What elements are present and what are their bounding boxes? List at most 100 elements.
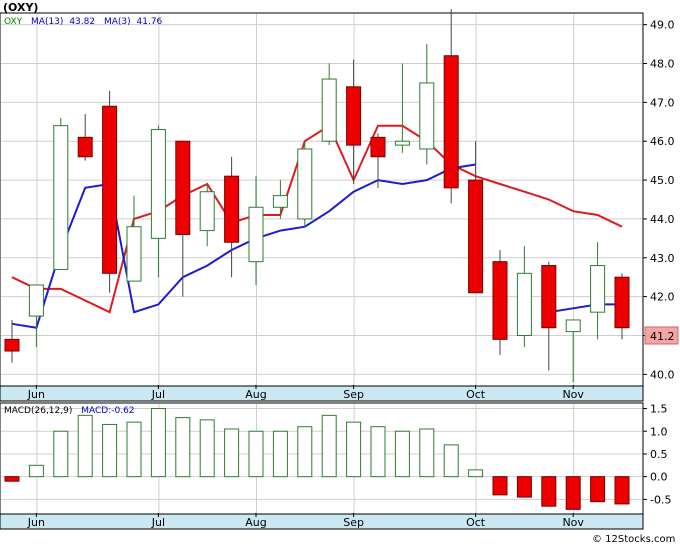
ticker-title: (OXY) <box>3 1 38 14</box>
macd-tick-label: 0.0 <box>650 471 668 484</box>
candle-body <box>321 78 337 142</box>
macd-date-label: Sep <box>343 516 364 529</box>
last-price-tag <box>644 326 679 345</box>
macd-panel: -0.5 0.0 0.5 1.0 1.5 MACD(26,12,9) MACD:-0.6… <box>0 402 671 515</box>
candle-body <box>126 226 142 282</box>
price-date-label: Jun <box>27 388 45 401</box>
macd-date-label: Aug <box>245 516 266 529</box>
candlestick <box>565 319 581 383</box>
candle-body <box>590 265 606 313</box>
macd-bar <box>126 421 142 478</box>
price-date-label: Sep <box>343 388 364 401</box>
macd-bar <box>248 430 264 478</box>
macd-bar <box>321 414 337 478</box>
macd-bar <box>394 430 410 478</box>
candle-body <box>516 272 532 336</box>
moving-average-lines <box>11 124 623 329</box>
price-tick-label: 46.0 <box>650 135 675 148</box>
candle-body <box>468 179 484 294</box>
candlestick <box>126 195 142 282</box>
candle-body <box>492 261 508 340</box>
candlestick <box>492 250 508 355</box>
macd-date-label: Jun <box>27 516 45 529</box>
candlestick <box>150 125 166 278</box>
candlestick <box>53 117 69 270</box>
macd-tick-label: -0.5 <box>650 493 671 506</box>
candlestick <box>297 141 313 227</box>
macd-date-strip <box>0 513 644 530</box>
macd-bar <box>102 423 118 478</box>
macd-tick-label: 0.5 <box>650 448 668 461</box>
candlestick <box>614 273 630 340</box>
candlestick <box>272 180 288 219</box>
macd-bar <box>370 426 386 478</box>
macd-date-label: Oct <box>466 516 486 529</box>
macd-bar <box>541 476 557 507</box>
macd-date-label: Nov <box>562 516 584 529</box>
price-panel: 40.041.042.043.044.045.046.047.048.049.0… <box>0 9 679 387</box>
macd-bar <box>28 464 44 478</box>
macd-tick-label: 1.5 <box>650 403 668 416</box>
price-tick-label: 43.0 <box>650 252 675 265</box>
candle-body <box>28 284 44 317</box>
macd-bar <box>419 428 435 478</box>
candlestick <box>248 176 264 285</box>
candle-body <box>394 140 410 146</box>
candlestick <box>419 44 435 165</box>
macd-bar <box>175 417 191 478</box>
price-date-label: Oct <box>466 388 486 401</box>
macd-histogram <box>4 408 630 510</box>
candlestick <box>468 141 484 294</box>
candlestick <box>394 63 410 153</box>
candlestick <box>590 242 606 340</box>
candle-body <box>419 82 435 150</box>
candlestick <box>199 183 215 247</box>
candle-body <box>175 140 191 235</box>
macd-bar <box>614 476 630 505</box>
macd-legend-value: MACD:-0.62 <box>81 406 134 416</box>
candle-body <box>102 105 118 274</box>
price-date-strip <box>0 385 644 402</box>
price-tick-label: 45.0 <box>650 174 675 187</box>
price-tick-label: 48.0 <box>650 58 675 71</box>
legend-ticker: OXY <box>4 17 23 27</box>
macd-bar <box>224 428 240 478</box>
candle-body <box>77 136 93 158</box>
footer-credit: © 12Stocks.com <box>592 534 675 545</box>
macd-tick-label: 1.0 <box>650 425 668 438</box>
legend-ma3-value: 41.76 <box>137 17 163 27</box>
legend-ma13-value: 43.82 <box>69 17 95 27</box>
candlestick <box>28 284 44 348</box>
legend-ma13: MA(13) <box>31 17 63 27</box>
candlestick <box>77 114 93 161</box>
candlestick <box>443 9 459 204</box>
macd-bar <box>297 426 313 478</box>
candle-body <box>443 55 459 189</box>
candlestick <box>516 246 532 348</box>
legend-line: OXY MA(13) 43.82 MA(3) 41.76 <box>4 17 163 27</box>
macd-bar <box>199 419 215 478</box>
macd-bar <box>492 476 508 496</box>
candle-body <box>224 175 240 243</box>
candle-body <box>614 276 630 329</box>
candlestick <box>175 140 191 297</box>
macd-bar <box>443 444 459 478</box>
macd-bar <box>4 476 20 482</box>
candle-body <box>248 206 264 263</box>
candle-body <box>346 86 362 146</box>
candle-body <box>272 195 288 208</box>
candlestick <box>102 90 118 293</box>
macd-bar <box>565 476 581 510</box>
price-date-labels: Jun Jul Aug Sep Oct Nov <box>27 385 584 401</box>
last-price-label: 41.2 <box>650 330 675 343</box>
macd-bar <box>468 469 484 478</box>
macd-date-label: Jul <box>151 516 165 529</box>
candlestick <box>370 133 386 188</box>
macd-legend: MACD(26,12,9) MACD:-0.62 <box>4 406 135 416</box>
price-tick-label: 42.0 <box>650 291 675 304</box>
candle-body <box>370 136 386 158</box>
ma13-line <box>11 124 623 314</box>
price-tick-label: 49.0 <box>650 19 675 32</box>
candlestick <box>346 59 362 184</box>
